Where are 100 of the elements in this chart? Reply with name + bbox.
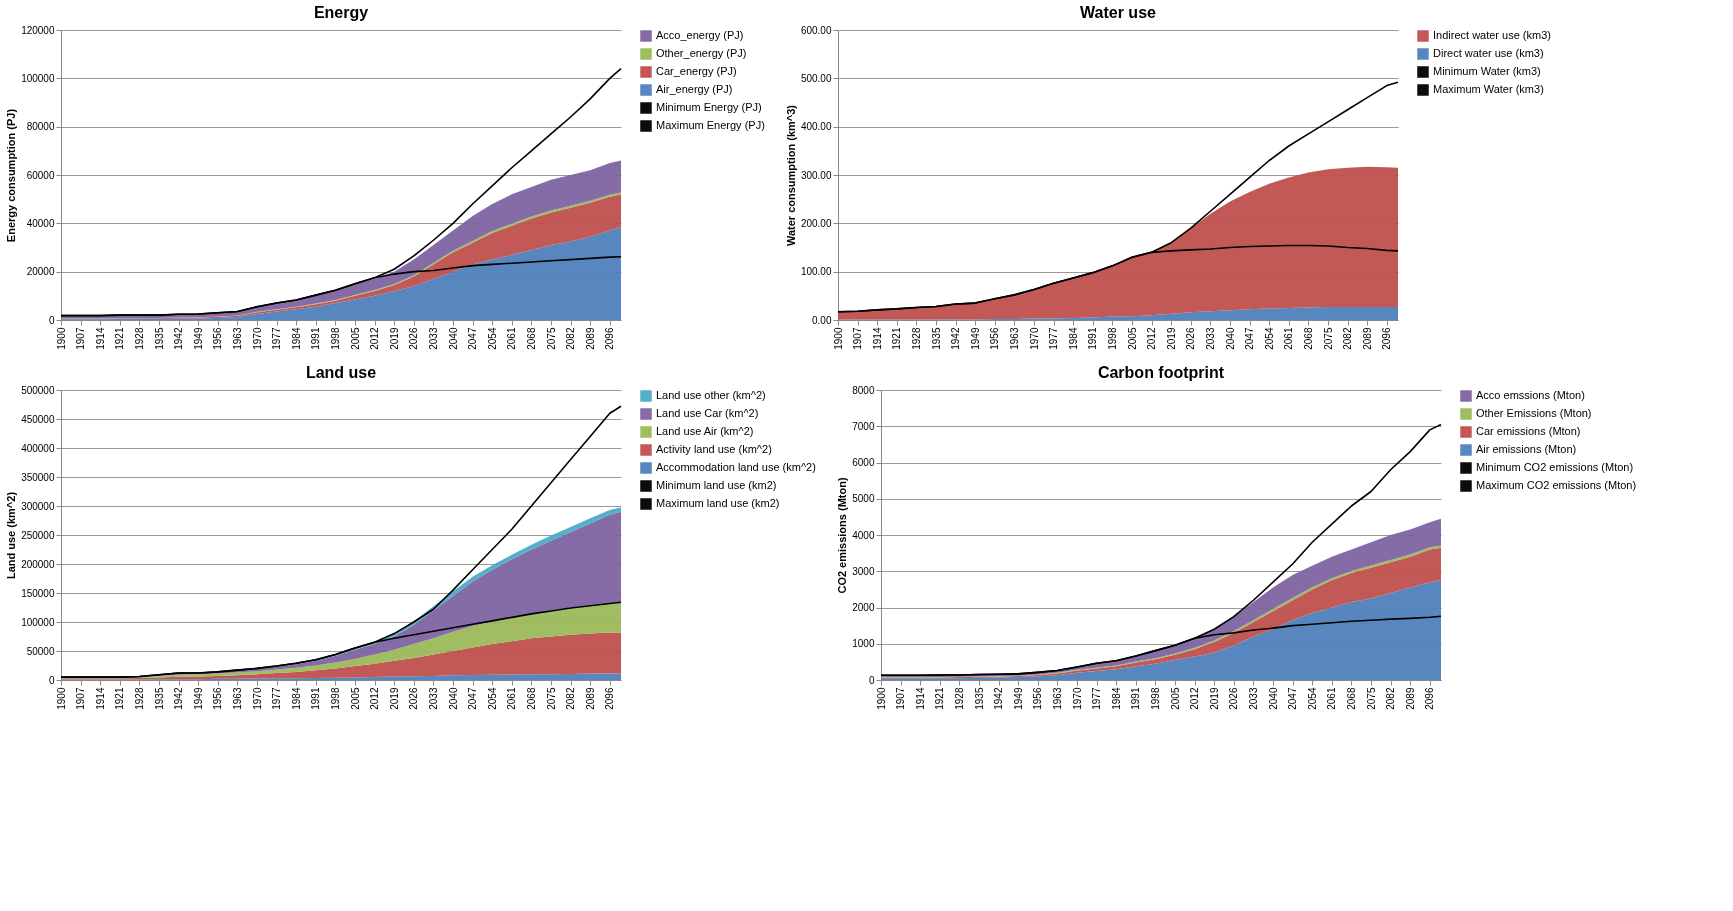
x-tick-label: 1942: [173, 687, 185, 710]
y-tick-label: 300.00: [800, 169, 832, 181]
y-tick-label: 0: [48, 674, 55, 686]
x-tick-label: 1935: [153, 327, 165, 350]
x-tick-label: 1998: [1149, 687, 1161, 710]
y-axis-title: CO2 emissions (Mton): [836, 477, 849, 594]
x-tick-label: 2040: [447, 687, 459, 710]
x-tick-label: 2026: [408, 687, 420, 710]
legend-label: Acco emssions (Mton): [1476, 389, 1585, 401]
legend-label: Direct water use (km3): [1433, 47, 1544, 59]
y-tick-label: 3000: [852, 565, 875, 577]
x-tick-label: 2082: [565, 327, 577, 350]
y-tick-label: 500000: [21, 384, 55, 396]
x-tick-label: 1914: [871, 327, 883, 350]
y-tick-label: 100.00: [800, 266, 832, 278]
x-tick-label: 2096: [604, 687, 616, 710]
x-tick-label: 2026: [1228, 687, 1240, 710]
x-tick-label: 1956: [212, 687, 224, 710]
y-tick-label: 80000: [26, 121, 55, 133]
x-tick-label: 2075: [1365, 687, 1377, 710]
x-tick-label: 1914: [914, 687, 926, 710]
x-tick-label: 1900: [832, 327, 844, 350]
x-tick-label: 2061: [506, 687, 518, 710]
x-tick-label: 1977: [271, 687, 283, 710]
x-tick-label: 1977: [1048, 327, 1060, 350]
x-tick-label: 1991: [1130, 687, 1142, 710]
y-tick-label: 0: [48, 314, 55, 326]
x-tick-label: 2075: [545, 327, 557, 350]
x-tick-label: 1928: [910, 327, 922, 350]
x-tick-label: 2019: [1208, 687, 1220, 710]
y-tick-label: 20000: [26, 266, 55, 278]
chart-title: Water use: [1080, 4, 1157, 21]
y-tick-label: 100000: [21, 616, 55, 628]
legend-label: Minimum Energy (PJ): [656, 101, 762, 113]
legend-label: Acco_energy (PJ): [656, 29, 744, 41]
x-tick-label: 2012: [369, 687, 381, 710]
y-axis-title: Energy consumption (PJ): [5, 108, 18, 243]
x-tick-label: 2089: [1361, 327, 1373, 350]
x-tick-label: 1963: [1051, 687, 1063, 710]
x-tick-label: 1928: [953, 687, 965, 710]
x-tick-label: 2061: [506, 327, 518, 350]
y-tick-label: 250000: [21, 529, 55, 541]
y-tick-label: 200000: [21, 558, 55, 570]
x-tick-label: 1935: [930, 327, 942, 350]
x-tick-label: 2068: [1302, 327, 1314, 350]
x-tick-label: 1921: [114, 687, 126, 710]
x-tick-label: 1942: [993, 687, 1005, 710]
x-tick-label: 1907: [852, 327, 864, 350]
y-axis-title: Water consumption (km^3): [784, 104, 797, 247]
legend-label: Maximum Water (km3): [1433, 83, 1544, 95]
x-tick-label: 2054: [486, 687, 498, 710]
chart-title: Energy: [313, 4, 369, 21]
y-tick-label: 1000: [852, 638, 875, 650]
legend-label: Maximum land use (km2): [656, 497, 780, 509]
x-tick-label: 2089: [584, 327, 596, 350]
x-tick-label: 1949: [1012, 687, 1024, 710]
x-tick-label: 2061: [1326, 687, 1338, 710]
y-tick-label: 300000: [21, 500, 55, 512]
x-tick-label: 1963: [1008, 327, 1020, 350]
chart-title: Land use: [305, 364, 377, 381]
y-tick-label: 200.00: [800, 217, 832, 229]
x-tick-label: 2068: [525, 687, 537, 710]
y-tick-label: 450000: [21, 413, 55, 425]
x-tick-label: 2047: [467, 687, 479, 710]
x-tick-label: 2005: [349, 687, 361, 710]
x-tick-label: 1991: [310, 687, 322, 710]
x-tick-label: 1991: [1087, 327, 1099, 350]
x-tick-label: 1914: [94, 687, 106, 710]
x-tick-label: 2061: [1283, 327, 1295, 350]
x-tick-label: 1963: [231, 327, 243, 350]
x-tick-label: 2089: [584, 687, 596, 710]
x-tick-label: 2019: [1165, 327, 1177, 350]
x-tick-label: 1949: [969, 327, 981, 350]
x-tick-label: 2019: [388, 327, 400, 350]
x-tick-label: 1998: [329, 327, 341, 350]
x-tick-label: 1907: [75, 327, 87, 350]
x-tick-label: 2054: [1263, 327, 1275, 350]
x-tick-label: 1935: [973, 687, 985, 710]
y-tick-label: 60000: [26, 169, 55, 181]
legend-label: Maximum CO2 emissions (Mton): [1476, 479, 1637, 491]
x-tick-label: 2047: [1287, 687, 1299, 710]
y-tick-label: 6000: [852, 457, 875, 468]
y-tick-label: 8000: [852, 384, 875, 396]
y-tick-label: 5000: [852, 493, 875, 505]
x-tick-label: 1998: [329, 687, 341, 710]
x-tick-label: 2047: [467, 327, 479, 350]
x-tick-label: 2054: [486, 327, 498, 350]
x-tick-label: 2019: [388, 687, 400, 710]
y-tick-label: 400000: [21, 442, 55, 454]
legend-label: Other_energy (PJ): [656, 47, 747, 59]
legend-label: Minimum land use (km2): [656, 479, 777, 491]
x-tick-label: 2096: [604, 327, 616, 350]
x-tick-label: 2005: [349, 327, 361, 350]
x-tick-label: 1921: [114, 327, 126, 350]
x-tick-label: 1942: [950, 327, 962, 350]
x-tick-label: 2012: [369, 327, 381, 350]
legend-label: Minimum CO2 emissions (Mton): [1476, 461, 1634, 473]
x-tick-label: 1956: [212, 327, 224, 350]
y-tick-label: 2000: [852, 602, 875, 613]
legend-label: Minimum Water (km3): [1433, 65, 1541, 77]
